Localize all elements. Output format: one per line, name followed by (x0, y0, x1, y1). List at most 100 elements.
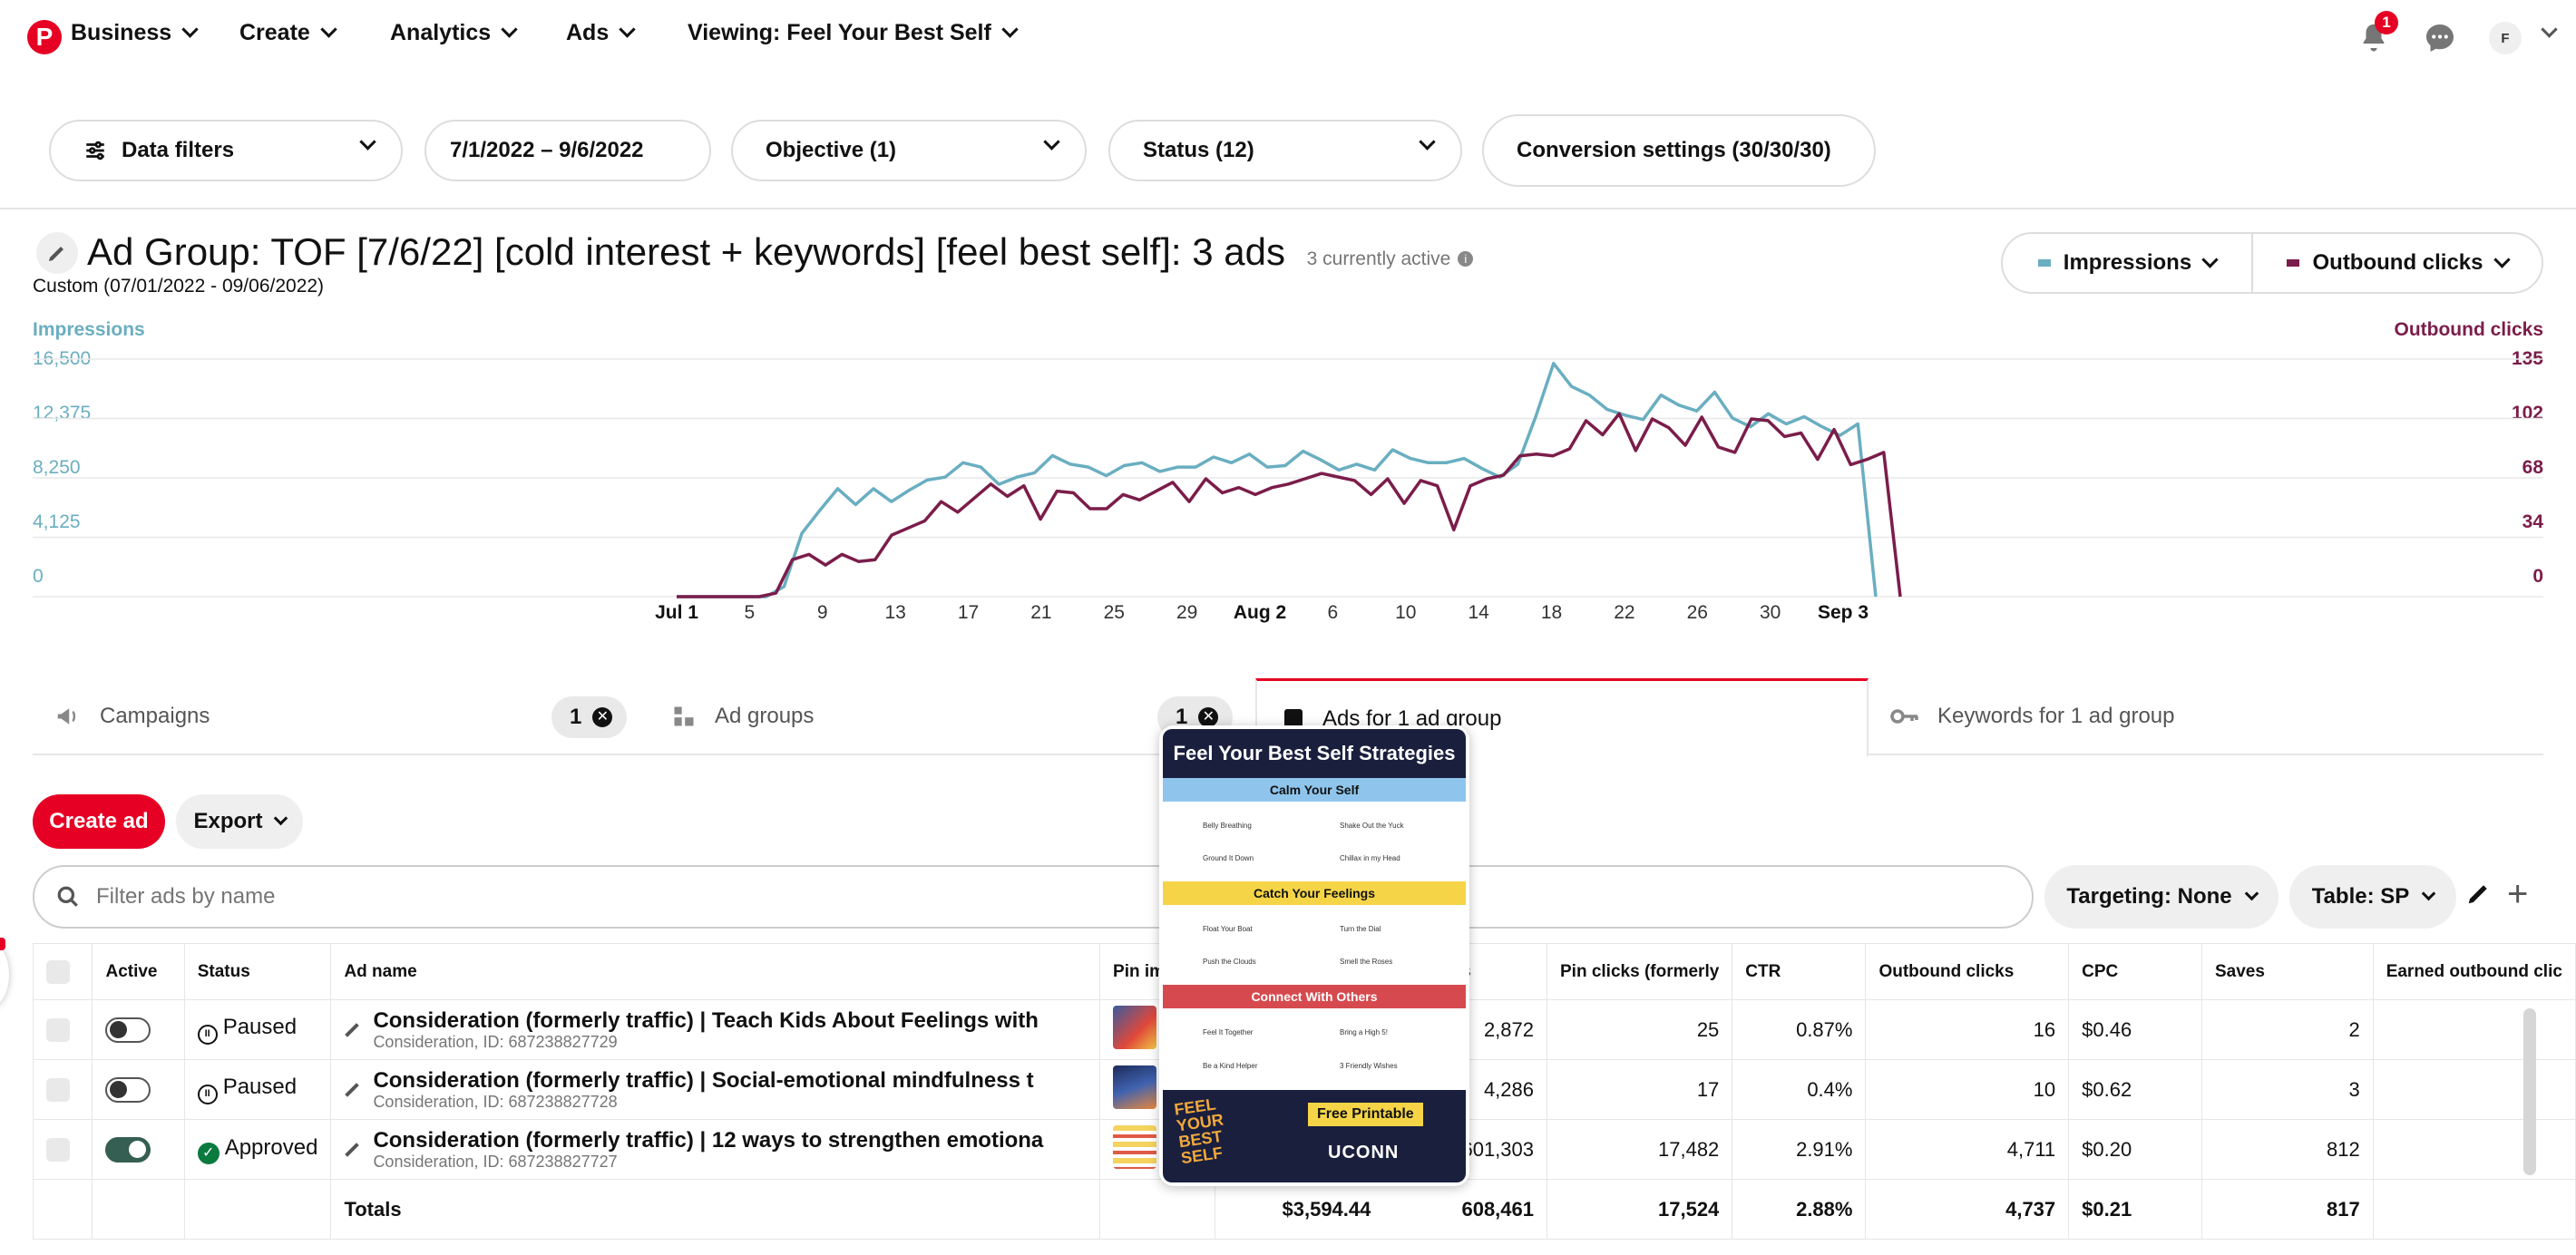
search-input[interactable] (96, 884, 640, 910)
top-navigation: P Business Create Analytics Ads Viewing:… (0, 0, 2576, 76)
chevron-down-icon (359, 133, 376, 151)
series-line-impressions[interactable] (677, 362, 1878, 598)
campaigns-count: 1 (570, 705, 582, 729)
pin-thumbnail[interactable] (1113, 1005, 1157, 1049)
nav-create[interactable]: Create (239, 20, 337, 46)
select-all-checkbox[interactable] (46, 959, 70, 984)
account-chevron-down-icon[interactable] (2541, 21, 2558, 38)
left-tick: 0 (33, 566, 44, 587)
custom-date-range: Custom (07/01/2022 - 09/06/2022) (33, 276, 325, 297)
col-cpc[interactable]: CPC (2068, 943, 2202, 1000)
pin-item: Push the Clouds (1203, 957, 1256, 966)
row-checkbox[interactable] (46, 1138, 70, 1163)
paused-icon: II (197, 1085, 218, 1104)
outbound-legend-swatch (2287, 259, 2300, 267)
data-filters-button[interactable]: Data filters (49, 120, 403, 181)
pin-thumbnail[interactable] (1113, 1065, 1157, 1109)
saves-value: 3 (2200, 1059, 2374, 1120)
row-checkbox[interactable] (46, 1078, 70, 1103)
tab-campaigns[interactable]: Campaigns (54, 678, 210, 754)
active-toggle[interactable] (105, 1017, 151, 1043)
col-pin-clicks[interactable]: Pin clicks (formerly (1546, 943, 1733, 1000)
edit-ad-pencil-icon[interactable] (345, 1142, 360, 1157)
status-filter[interactable]: Status (12) (1108, 120, 1462, 181)
pin-clicks-value: 17 (1546, 1059, 1733, 1120)
clear-x-icon[interactable]: ✕ (592, 707, 613, 727)
info-icon[interactable]: i (1458, 251, 1474, 267)
ad-name-link[interactable]: Consideration (formerly traffic) | 12 wa… (373, 1127, 1044, 1153)
messages-icon[interactable] (2424, 22, 2456, 54)
pin-thumbnail[interactable] (1113, 1124, 1157, 1169)
edit-pencil-button[interactable] (36, 232, 78, 274)
col-status[interactable]: Status (183, 943, 332, 1000)
metric-impressions-selector[interactable]: Impressions (2003, 234, 2253, 292)
chevron-down-icon (501, 21, 518, 38)
pinterest-logo-icon[interactable]: P (27, 20, 62, 54)
table-row[interactable]: II Paused Consideration (formerly traffic… (32, 1059, 2576, 1120)
metric-outbound-selector[interactable]: Outbound clicks (2253, 234, 2542, 292)
col-ctr[interactable]: CTR (1732, 943, 1867, 1000)
col-saves[interactable]: Saves (2200, 943, 2374, 1000)
edit-ad-pencil-icon[interactable] (345, 1082, 360, 1097)
create-ad-button[interactable]: Create ad (33, 794, 165, 849)
x-tick-label: Sep 3 (1817, 602, 1869, 623)
targeting-dropdown[interactable]: Targeting: None (2044, 865, 2278, 929)
nav-analytics[interactable]: Analytics (390, 20, 518, 46)
pin-item: Shake Out the Yuck (1340, 821, 1404, 830)
campaigns-selection-badge[interactable]: 1 ✕ (551, 696, 628, 738)
x-tick-label: 18 (1540, 602, 1563, 623)
pin-item: Bring a High 5! (1340, 1028, 1388, 1036)
active-toggle[interactable] (105, 1136, 151, 1163)
table-preset-dropdown[interactable]: Table: SP (2289, 865, 2456, 929)
chevron-down-icon (273, 811, 288, 825)
export-button[interactable]: Export (176, 794, 303, 849)
avatar[interactable]: F (2489, 22, 2522, 54)
ad-groups-count: 1 (1176, 705, 1188, 729)
clear-x-icon[interactable]: ✕ (1198, 707, 1219, 727)
pin-section-connect: Connect With Others (1163, 985, 1466, 1008)
ad-name-link[interactable]: Consideration (formerly traffic) | Socia… (373, 1067, 1034, 1093)
series-line-outbound-clicks[interactable] (677, 412, 1902, 598)
add-column-plus-icon[interactable]: + (2507, 874, 2529, 914)
active-toggle[interactable] (105, 1076, 151, 1103)
totals-cpc: $0.21 (2068, 1179, 2202, 1240)
conversion-settings-button[interactable]: Conversion settings (30/30/30) (1482, 114, 1876, 187)
tab-keywords[interactable]: Keywords for 1 ad group (1890, 678, 2174, 754)
x-tick-label: 25 (1103, 602, 1125, 623)
pin-item: Turn the Dial (1340, 924, 1381, 933)
pin-section-catch: Catch Your Feelings (1163, 881, 1466, 905)
ctr-value: 0.87% (1732, 999, 1867, 1060)
date-range-picker[interactable]: 7/1/2022 – 9/6/2022 (424, 120, 711, 181)
edit-ad-pencil-icon[interactable] (345, 1022, 360, 1037)
totals-pin-clicks: 17,524 (1546, 1179, 1733, 1240)
nav-business[interactable]: Business (71, 20, 199, 46)
x-tick-label: 14 (1468, 602, 1489, 623)
col-ad-name[interactable]: Ad name (330, 943, 1101, 1000)
metric-selector-group: Impressions Outbound clicks (2001, 232, 2543, 294)
table-header-row: Active Status Ad name Pin ima ns Pin cli… (32, 943, 2576, 1000)
nav-business-label: Business (71, 20, 172, 45)
table-vertical-scrollbar[interactable] (2523, 1008, 2536, 1175)
x-tick-label: 21 (1030, 602, 1052, 623)
saves-value: 812 (2200, 1119, 2374, 1180)
tab-ad-groups[interactable]: Ad groups (671, 678, 814, 754)
outbound-value: 16 (1865, 999, 2070, 1060)
pin-clicks-value: 17,482 (1546, 1119, 1733, 1180)
nav-ads[interactable]: Ads (566, 20, 636, 46)
nav-viewing-account[interactable]: Viewing: Feel Your Best Self (688, 20, 1019, 46)
left-axis-title: Impressions (33, 319, 145, 340)
select-all-cell[interactable] (32, 943, 93, 1000)
col-outbound-clicks[interactable]: Outbound clicks (1865, 943, 2070, 1000)
objective-filter[interactable]: Objective (1) (731, 120, 1087, 181)
edit-columns-pencil-icon[interactable] (2465, 880, 2493, 911)
search-ads-field[interactable] (33, 865, 2034, 929)
col-earned-outbound[interactable]: Earned outbound clic (2372, 943, 2576, 1000)
row-checkbox[interactable] (46, 1018, 70, 1043)
chevron-down-icon (1043, 133, 1060, 151)
ad-id: Consideration, ID: 687238827728 (373, 1092, 618, 1111)
left-tick: 8,250 (33, 457, 81, 478)
performance-line-chart[interactable] (0, 345, 2576, 608)
col-active[interactable]: Active (92, 943, 185, 1000)
ad-name-link[interactable]: Consideration (formerly traffic) | Teach… (373, 1007, 1039, 1033)
chevron-down-icon (2493, 250, 2511, 268)
